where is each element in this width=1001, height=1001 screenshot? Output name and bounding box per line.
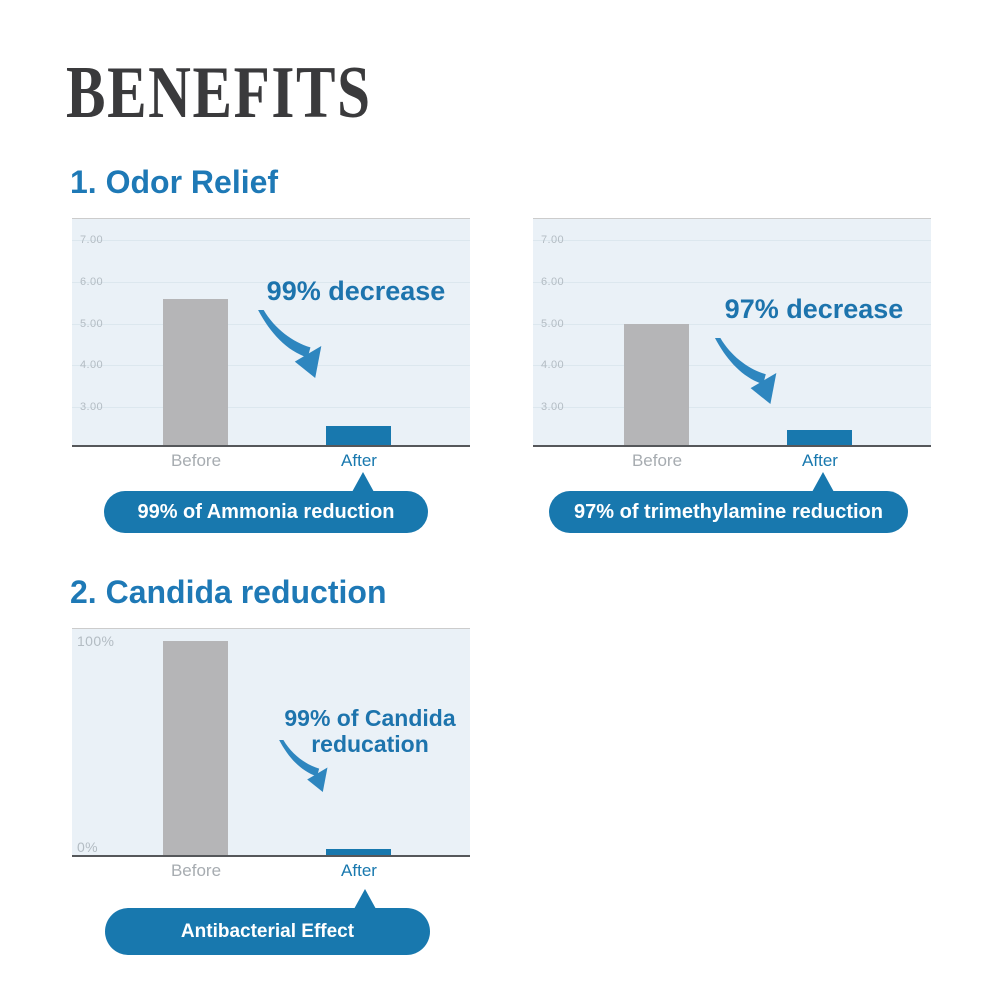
plot-area-ammonia: 7.00 6.00 5.00 4.00 3.00	[72, 218, 470, 447]
curved-down-arrow-icon	[714, 338, 777, 404]
y-tick-label: 5.00	[80, 317, 104, 330]
annotation-line: 97% decrease	[724, 294, 904, 324]
gridline	[533, 407, 931, 409]
badge-ammonia-reduction: 99% of Ammonia reduction	[104, 472, 428, 533]
page-title: BENEFITS	[66, 52, 372, 134]
y-tick-label: 3.00	[80, 401, 104, 414]
gridline	[72, 281, 470, 283]
y-tick-label: 3.00	[541, 401, 565, 414]
bar-before	[163, 298, 228, 445]
category-label-after: After	[341, 861, 377, 880]
y-tick-label: 6.00	[541, 275, 565, 288]
category-label-before: Before	[170, 451, 222, 470]
y-tick-label: 0%	[77, 839, 99, 855]
decrease-annotation: 99% decrease	[267, 276, 446, 306]
gridline	[72, 365, 470, 367]
gridline	[533, 323, 931, 325]
plot-area-candida: 100% 0%	[72, 628, 470, 857]
category-label-before: Before	[631, 451, 683, 470]
gridline	[72, 407, 470, 409]
badge-label: Antibacterial Effect	[180, 920, 355, 942]
gridline	[533, 281, 931, 283]
section-heading-odor-relief: 1. Odor Relief	[70, 164, 279, 200]
annotation-line: reducation	[311, 730, 429, 757]
gridline	[72, 239, 470, 241]
category-label-after: After	[802, 451, 838, 470]
section-heading-candida-reduction: 2. Candida reduction	[70, 574, 387, 610]
badge-label: 99% of Ammonia reduction	[137, 500, 395, 523]
badge-trimethylamine-reduction: 97% of trimethylamine reduction	[549, 472, 908, 533]
gridline	[533, 239, 931, 241]
badge-antibacterial-effect: Antibacterial Effect	[105, 889, 430, 955]
bar-after	[326, 426, 391, 445]
y-tick-label: 5.00	[541, 317, 565, 330]
badge-pointer-up-icon	[354, 889, 376, 909]
chart-candida: 100% 0% 99% of Candida reducation Before …	[72, 628, 470, 880]
bar-after	[787, 430, 852, 445]
y-tick-label: 4.00	[80, 359, 104, 372]
curved-down-arrow-icon	[279, 740, 328, 792]
annotation-line: 99% decrease	[266, 276, 446, 306]
plot-area-trimethylamine: 7.00 6.00 5.00 4.00 3.00	[533, 218, 931, 447]
candida-annotation: 99% of Candida reducation	[284, 705, 456, 758]
category-label-after: After	[341, 451, 377, 470]
curved-down-arrow-icon	[258, 310, 322, 378]
gridline	[533, 365, 931, 367]
bar-after	[326, 848, 391, 855]
y-tick-label: 7.00	[80, 233, 104, 246]
bar-before	[624, 323, 689, 445]
bar-before	[163, 640, 228, 855]
decrease-annotation: 97% decrease	[725, 294, 904, 324]
y-tick-label: 4.00	[541, 359, 565, 372]
y-tick-label: 6.00	[80, 275, 104, 288]
chart-ammonia: 7.00 6.00 5.00 4.00 3.00 99% decrease Before…	[72, 218, 470, 470]
badge-label: 97% of trimethylamine reduction	[574, 500, 883, 523]
category-label-before: Before	[170, 861, 222, 880]
badge-pointer-up-icon	[812, 472, 834, 492]
badge-pointer-up-icon	[352, 472, 374, 492]
annotation-line: 99% of Candida	[284, 705, 456, 731]
chart-trimethylamine: 7.00 6.00 5.00 4.00 3.00 97% decrease Before…	[533, 218, 931, 470]
y-tick-label: 7.00	[541, 233, 565, 246]
y-tick-label: 100%	[77, 632, 115, 649]
